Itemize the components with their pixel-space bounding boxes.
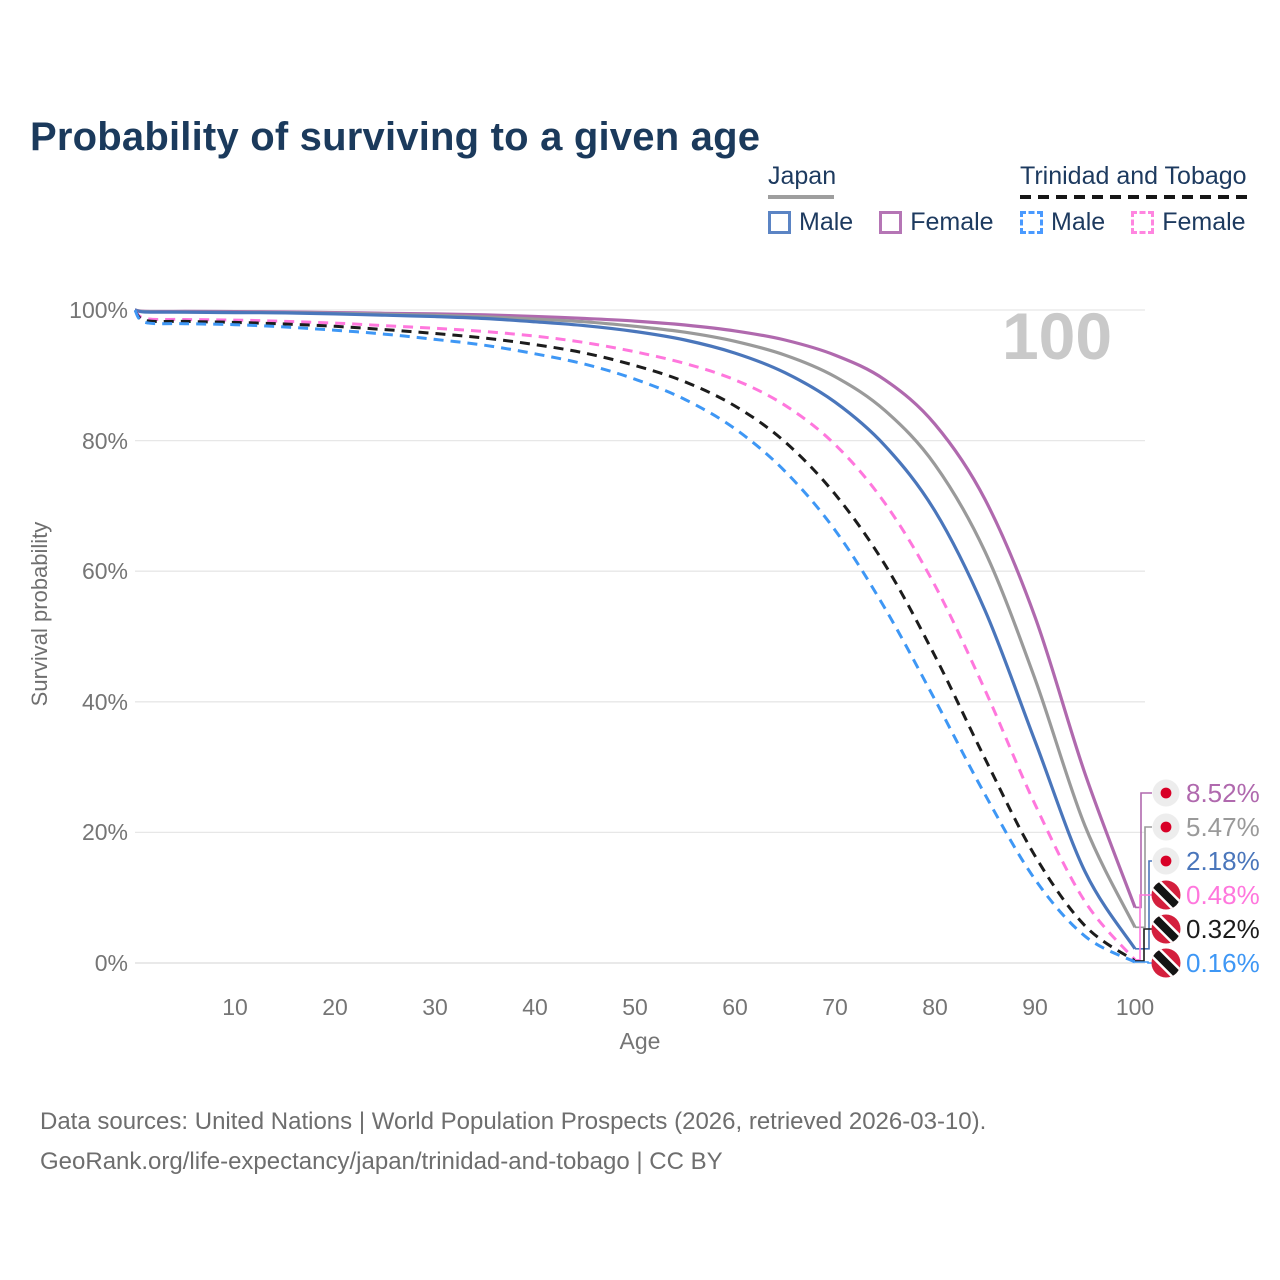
legend-japan-linestyle [768, 195, 834, 199]
hovered-age-watermark: 100 [1001, 299, 1113, 373]
x-tick-label-10: 10 [222, 994, 248, 1020]
trinidad-flag-icon [1150, 913, 1182, 945]
x-tick-label-40: 40 [522, 994, 548, 1020]
x-tick-label-20: 20 [322, 994, 348, 1020]
leader-line-trinidad-both [1135, 928, 1152, 962]
end-value-label-japan-both: 5.47% [1186, 812, 1260, 842]
end-value-label-trinidad-male: 0.16% [1186, 948, 1260, 978]
attribution-link[interactable]: GeoRank.org/life-expectancy/japan/trinid… [40, 1148, 723, 1175]
page-title: Probability of surviving to a given age [30, 114, 761, 159]
y-tick-label-0: 0% [94, 950, 128, 976]
end-value-label-trinidad-female: 0.48% [1186, 880, 1260, 910]
legend-trinidad-male-label[interactable]: Male [1051, 208, 1106, 236]
legend-trinidad-male-swatch[interactable] [1020, 211, 1043, 234]
x-tick-label-60: 60 [722, 994, 748, 1020]
x-tick-label-100: 100 [1115, 994, 1155, 1020]
y-tick-label-100: 100% [69, 297, 128, 323]
japan-flag-icon [1152, 813, 1180, 841]
series-line-japan-male[interactable] [134, 308, 1137, 950]
legend-japan-female-label[interactable]: Female [910, 208, 994, 236]
y-tick-label-60: 60% [81, 558, 128, 585]
y-tick-label-20: 20% [81, 819, 128, 846]
legend-trinidad-female-swatch[interactable] [1131, 211, 1155, 234]
legend-trinidad-label: Trinidad and Tobago [1020, 162, 1247, 190]
end-value-label-trinidad-both: 0.32% [1186, 914, 1260, 944]
x-tick-label-90: 90 [1022, 994, 1048, 1020]
leader-line-trinidad-female [1135, 894, 1152, 961]
leader-line-japan-female [1135, 792, 1152, 909]
trinidad-flag-icon [1150, 879, 1182, 911]
legend-japan-group: Japan Male Female [768, 163, 994, 237]
y-tick-label-40: 40% [81, 688, 128, 715]
legend-japan-male-label[interactable]: Male [799, 208, 854, 236]
trinidad-flag-icon [1150, 947, 1182, 979]
japan-flag-icon [1152, 847, 1180, 875]
legend-trinidad-female-label[interactable]: Female [1162, 208, 1246, 236]
legend-japan-label: Japan [768, 162, 837, 190]
end-value-label-japan-male: 2.18% [1186, 846, 1260, 876]
end-value-label-japan-female: 8.52% [1186, 778, 1260, 808]
x-axis-title: Age [619, 1028, 661, 1054]
x-tick-label-30: 30 [422, 994, 448, 1020]
y-tick-label-80: 80% [81, 427, 128, 454]
legend-japan-male-swatch[interactable] [768, 211, 791, 234]
x-tick-label-70: 70 [822, 994, 848, 1020]
data-sources-note: Data sources: United Nations | World Pop… [40, 1108, 987, 1135]
series-line-trinidad-male[interactable] [133, 309, 1136, 964]
series-line-trinidad-female[interactable] [133, 308, 1137, 961]
legend-trinidad-group: Trinidad and Tobago Male Female [1020, 163, 1248, 237]
x-tick-label-80: 80 [922, 994, 948, 1020]
legend-trinidad-linestyle [1020, 195, 1248, 199]
leader-line-japan-male [1135, 860, 1152, 950]
series-line-trinidad-both[interactable] [133, 308, 1136, 963]
legend-japan-female-swatch[interactable] [879, 211, 903, 234]
x-tick-label-50: 50 [622, 994, 648, 1020]
series-line-japan-both[interactable] [134, 308, 1137, 929]
leader-line-trinidad-male [1135, 961, 1152, 964]
japan-flag-icon [1152, 779, 1180, 807]
